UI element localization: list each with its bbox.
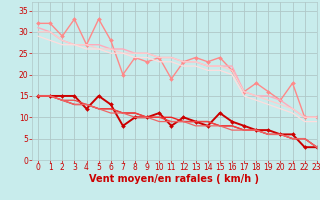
X-axis label: Vent moyen/en rafales ( km/h ): Vent moyen/en rafales ( km/h ) xyxy=(89,174,260,184)
